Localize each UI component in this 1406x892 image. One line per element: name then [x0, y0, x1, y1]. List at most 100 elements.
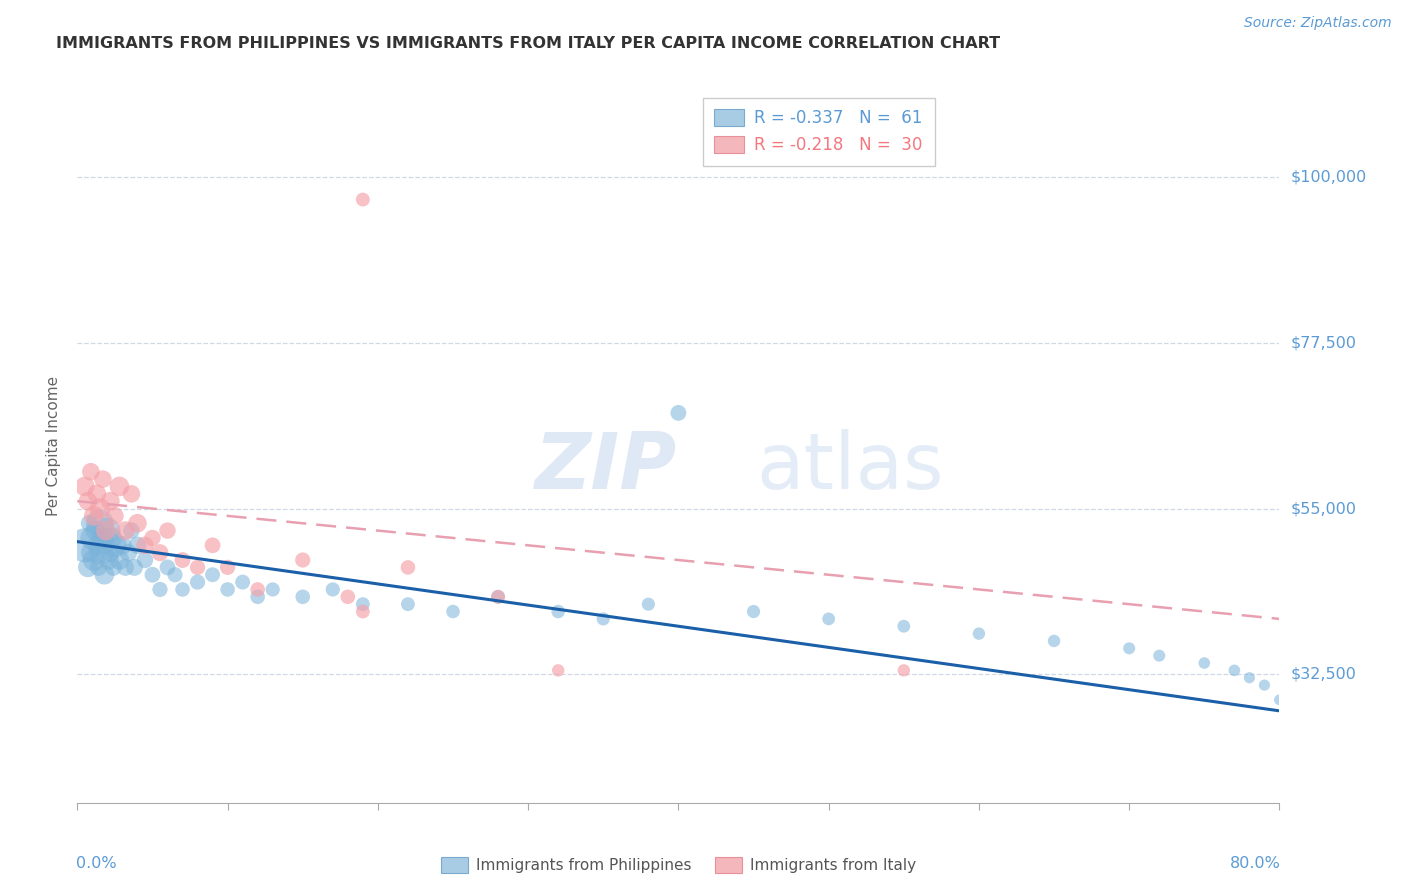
Point	[1149, 648, 1171, 663]
Point	[262, 582, 284, 597]
Point	[291, 553, 314, 567]
Point	[246, 582, 269, 597]
Point	[103, 560, 125, 574]
Point	[352, 193, 374, 207]
Y-axis label: Per Capita Income: Per Capita Income	[46, 376, 62, 516]
Point	[127, 538, 149, 552]
Text: atlas: atlas	[756, 429, 943, 506]
Point	[120, 524, 142, 538]
Text: $55,000: $55,000	[1291, 501, 1357, 516]
Point	[817, 612, 839, 626]
Point	[73, 479, 96, 493]
Point	[82, 531, 104, 545]
Point	[93, 567, 115, 582]
Point	[1194, 656, 1216, 670]
Text: IMMIGRANTS FROM PHILIPPINES VS IMMIGRANTS FROM ITALY PER CAPITA INCOME CORRELATI: IMMIGRANTS FROM PHILIPPINES VS IMMIGRANT…	[56, 36, 1000, 51]
Text: Source: ZipAtlas.com: Source: ZipAtlas.com	[1244, 16, 1392, 29]
Legend: Immigrants from Philippines, Immigrants from Italy: Immigrants from Philippines, Immigrants …	[433, 849, 924, 880]
Point	[91, 472, 114, 486]
Point	[86, 538, 108, 552]
Point	[80, 465, 103, 479]
Point	[186, 575, 209, 590]
Point	[94, 538, 117, 552]
Point	[156, 524, 179, 538]
Point	[352, 605, 374, 619]
Point	[1223, 664, 1246, 678]
Point	[547, 664, 569, 678]
Point	[120, 487, 142, 501]
Point	[76, 560, 98, 574]
Point	[89, 501, 111, 516]
Point	[592, 612, 614, 626]
Point	[141, 531, 163, 545]
Point	[83, 508, 105, 523]
Point	[127, 516, 149, 531]
Point	[104, 538, 127, 552]
Point	[1043, 634, 1066, 648]
Point	[97, 553, 120, 567]
Text: ZIP: ZIP	[534, 429, 676, 506]
Point	[111, 538, 134, 552]
Point	[1268, 693, 1291, 707]
Point	[96, 524, 118, 538]
Point	[100, 546, 122, 560]
Point	[91, 531, 114, 545]
Point	[547, 605, 569, 619]
Point	[149, 582, 172, 597]
Text: 0.0%: 0.0%	[76, 856, 117, 871]
Point	[186, 560, 209, 574]
Point	[322, 582, 344, 597]
Point	[108, 553, 131, 567]
Point	[217, 582, 239, 597]
Point	[291, 590, 314, 604]
Point	[172, 553, 194, 567]
Point	[172, 582, 194, 597]
Point	[124, 560, 146, 574]
Point	[232, 575, 254, 590]
Point	[967, 626, 990, 640]
Text: $100,000: $100,000	[1291, 170, 1367, 185]
Point	[441, 605, 464, 619]
Point	[396, 597, 419, 611]
Point	[1239, 671, 1261, 685]
Point	[117, 546, 139, 560]
Point	[486, 590, 509, 604]
Point	[101, 531, 124, 545]
Point	[83, 553, 105, 567]
Point	[89, 516, 111, 531]
Point	[163, 567, 186, 582]
Point	[1118, 641, 1140, 656]
Point	[893, 619, 915, 633]
Point	[86, 487, 108, 501]
Point	[84, 524, 107, 538]
Point	[108, 479, 131, 493]
Point	[352, 597, 374, 611]
Point	[637, 597, 659, 611]
Point	[217, 560, 239, 574]
Point	[336, 590, 359, 604]
Point	[114, 524, 136, 538]
Point	[1253, 678, 1275, 692]
Point	[76, 494, 98, 508]
Point	[201, 567, 224, 582]
Point	[156, 560, 179, 574]
Point	[668, 406, 690, 420]
Point	[149, 546, 172, 560]
Point	[80, 546, 103, 560]
Point	[141, 567, 163, 582]
Point	[100, 494, 122, 508]
Point	[893, 664, 915, 678]
Point	[90, 546, 112, 560]
Point	[486, 590, 509, 604]
Point	[87, 560, 110, 574]
Point	[246, 590, 269, 604]
Text: 80.0%: 80.0%	[1230, 856, 1281, 871]
Point	[114, 560, 136, 574]
Point	[79, 516, 101, 531]
Point	[73, 538, 96, 552]
Point	[134, 538, 156, 552]
Text: $77,500: $77,500	[1291, 335, 1357, 351]
Point	[201, 538, 224, 552]
Point	[134, 553, 156, 567]
Text: $32,500: $32,500	[1291, 666, 1357, 681]
